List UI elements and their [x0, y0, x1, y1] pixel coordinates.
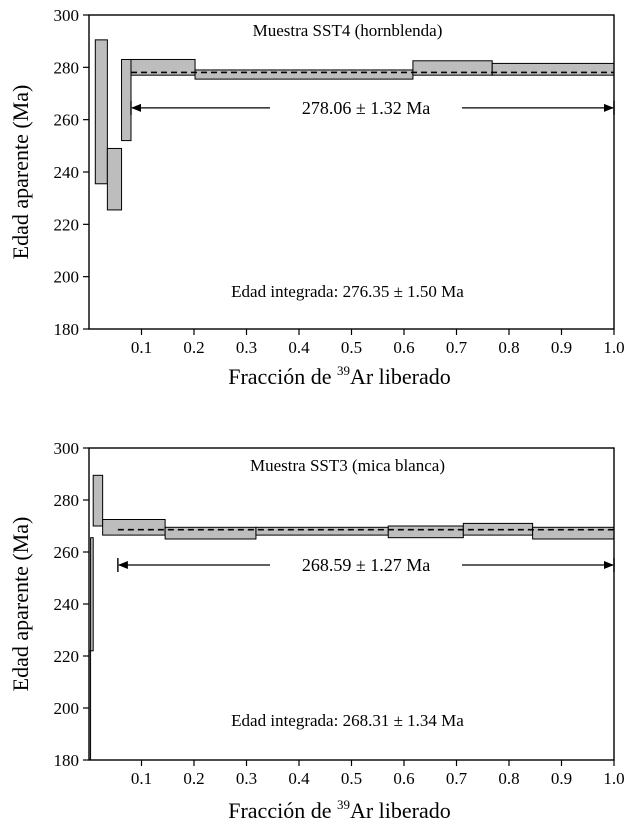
- x-axis-label-prefix: Fracción de: [228, 364, 337, 389]
- x-axis-label-sup: 39: [337, 363, 350, 378]
- x-tick-label-0.3: 0.3: [236, 769, 257, 788]
- y-tick-label-300: 300: [54, 6, 80, 25]
- x-axis-label: Fracción de 39Ar liberado: [228, 363, 451, 389]
- y-tick-label-180: 180: [54, 751, 80, 770]
- y-tick-label-280: 280: [54, 491, 80, 510]
- x-axis-label: Fracción de 39Ar liberado: [228, 797, 451, 823]
- x-tick-label-0.2: 0.2: [183, 769, 204, 788]
- step-bar-2: [106, 147, 123, 211]
- y-tick-label-240: 240: [54, 163, 80, 182]
- x-tick-label-0.7: 0.7: [446, 338, 468, 357]
- y-tick-label-280: 280: [54, 58, 80, 77]
- x-tick-label-1.0: 1.0: [603, 338, 624, 357]
- x-tick-label-1.0: 1.0: [603, 769, 624, 788]
- step-bar-1: [94, 39, 108, 185]
- step-bar-6: [255, 526, 389, 536]
- y-axis-label: Edad aparente (Ma): [8, 517, 33, 692]
- step-bar-7: [491, 62, 615, 76]
- plateau-label: 268.59 ± 1.27 Ma: [302, 555, 430, 575]
- x-tick-label-0.2: 0.2: [183, 338, 204, 357]
- x-axis-label-suffix: Ar liberado: [350, 364, 451, 389]
- y-tick-label-180: 180: [54, 320, 80, 339]
- y-tick-label-260: 260: [54, 111, 80, 130]
- step-bar-3: [121, 58, 132, 142]
- x-tick-label-0.3: 0.3: [236, 338, 257, 357]
- x-axis-label-sup: 39: [337, 797, 350, 812]
- y-tick-label-200: 200: [54, 699, 80, 718]
- y-tick-label-300: 300: [54, 439, 80, 458]
- x-axis-label-prefix: Fracción de: [228, 798, 337, 823]
- x-tick-label-0.5: 0.5: [341, 338, 362, 357]
- step-bar-2: [90, 537, 94, 652]
- y-tick-label-240: 240: [54, 595, 80, 614]
- x-tick-label-0.1: 0.1: [131, 338, 152, 357]
- x-tick-label-0.1: 0.1: [131, 769, 152, 788]
- y-tick-label-220: 220: [54, 215, 80, 234]
- x-tick-label-0.4: 0.4: [288, 769, 310, 788]
- step-bar-7: [387, 525, 464, 539]
- integrated-age-label: Edad integrada: 276.35 ± 1.50 Ma: [231, 282, 464, 301]
- y-tick-label-220: 220: [54, 647, 80, 666]
- x-tick-label-0.6: 0.6: [393, 769, 414, 788]
- chart-title: Muestra SST4 (hornblenda): [253, 21, 443, 40]
- x-tick-label-0.7: 0.7: [446, 769, 468, 788]
- step-bar-3: [92, 474, 104, 527]
- step-bar-4: [102, 519, 166, 536]
- y-tick-label-260: 260: [54, 543, 80, 562]
- x-tick-label-0.9: 0.9: [551, 769, 572, 788]
- step-bar-5: [194, 69, 414, 80]
- plateau-label: 278.06 ± 1.32 Ma: [302, 98, 430, 118]
- integrated-age-label: Edad integrada: 268.31 ± 1.34 Ma: [231, 711, 464, 730]
- chart-panel-2: 268.59 ± 1.27 Ma 180 200 220 240 260 280 300 0.1…: [8, 439, 625, 823]
- x-tick-label-0.6: 0.6: [393, 338, 414, 357]
- chart-panel-1: 278.06 ± 1.32 Ma 180 200 220 240 260 280 300 0.1…: [8, 6, 625, 389]
- chart-title: Muestra SST3 (mica blanca): [250, 456, 445, 475]
- x-tick-label-0.8: 0.8: [498, 769, 519, 788]
- x-tick-label-0.4: 0.4: [288, 338, 310, 357]
- step-bar-4: [130, 58, 196, 76]
- x-tick-label-0.8: 0.8: [498, 338, 519, 357]
- x-tick-label-0.5: 0.5: [341, 769, 362, 788]
- y-axis-label: Edad aparente (Ma): [8, 85, 33, 260]
- y-tick-label-200: 200: [54, 268, 80, 287]
- x-tick-label-0.9: 0.9: [551, 338, 572, 357]
- x-axis-label-suffix: Ar liberado: [350, 798, 451, 823]
